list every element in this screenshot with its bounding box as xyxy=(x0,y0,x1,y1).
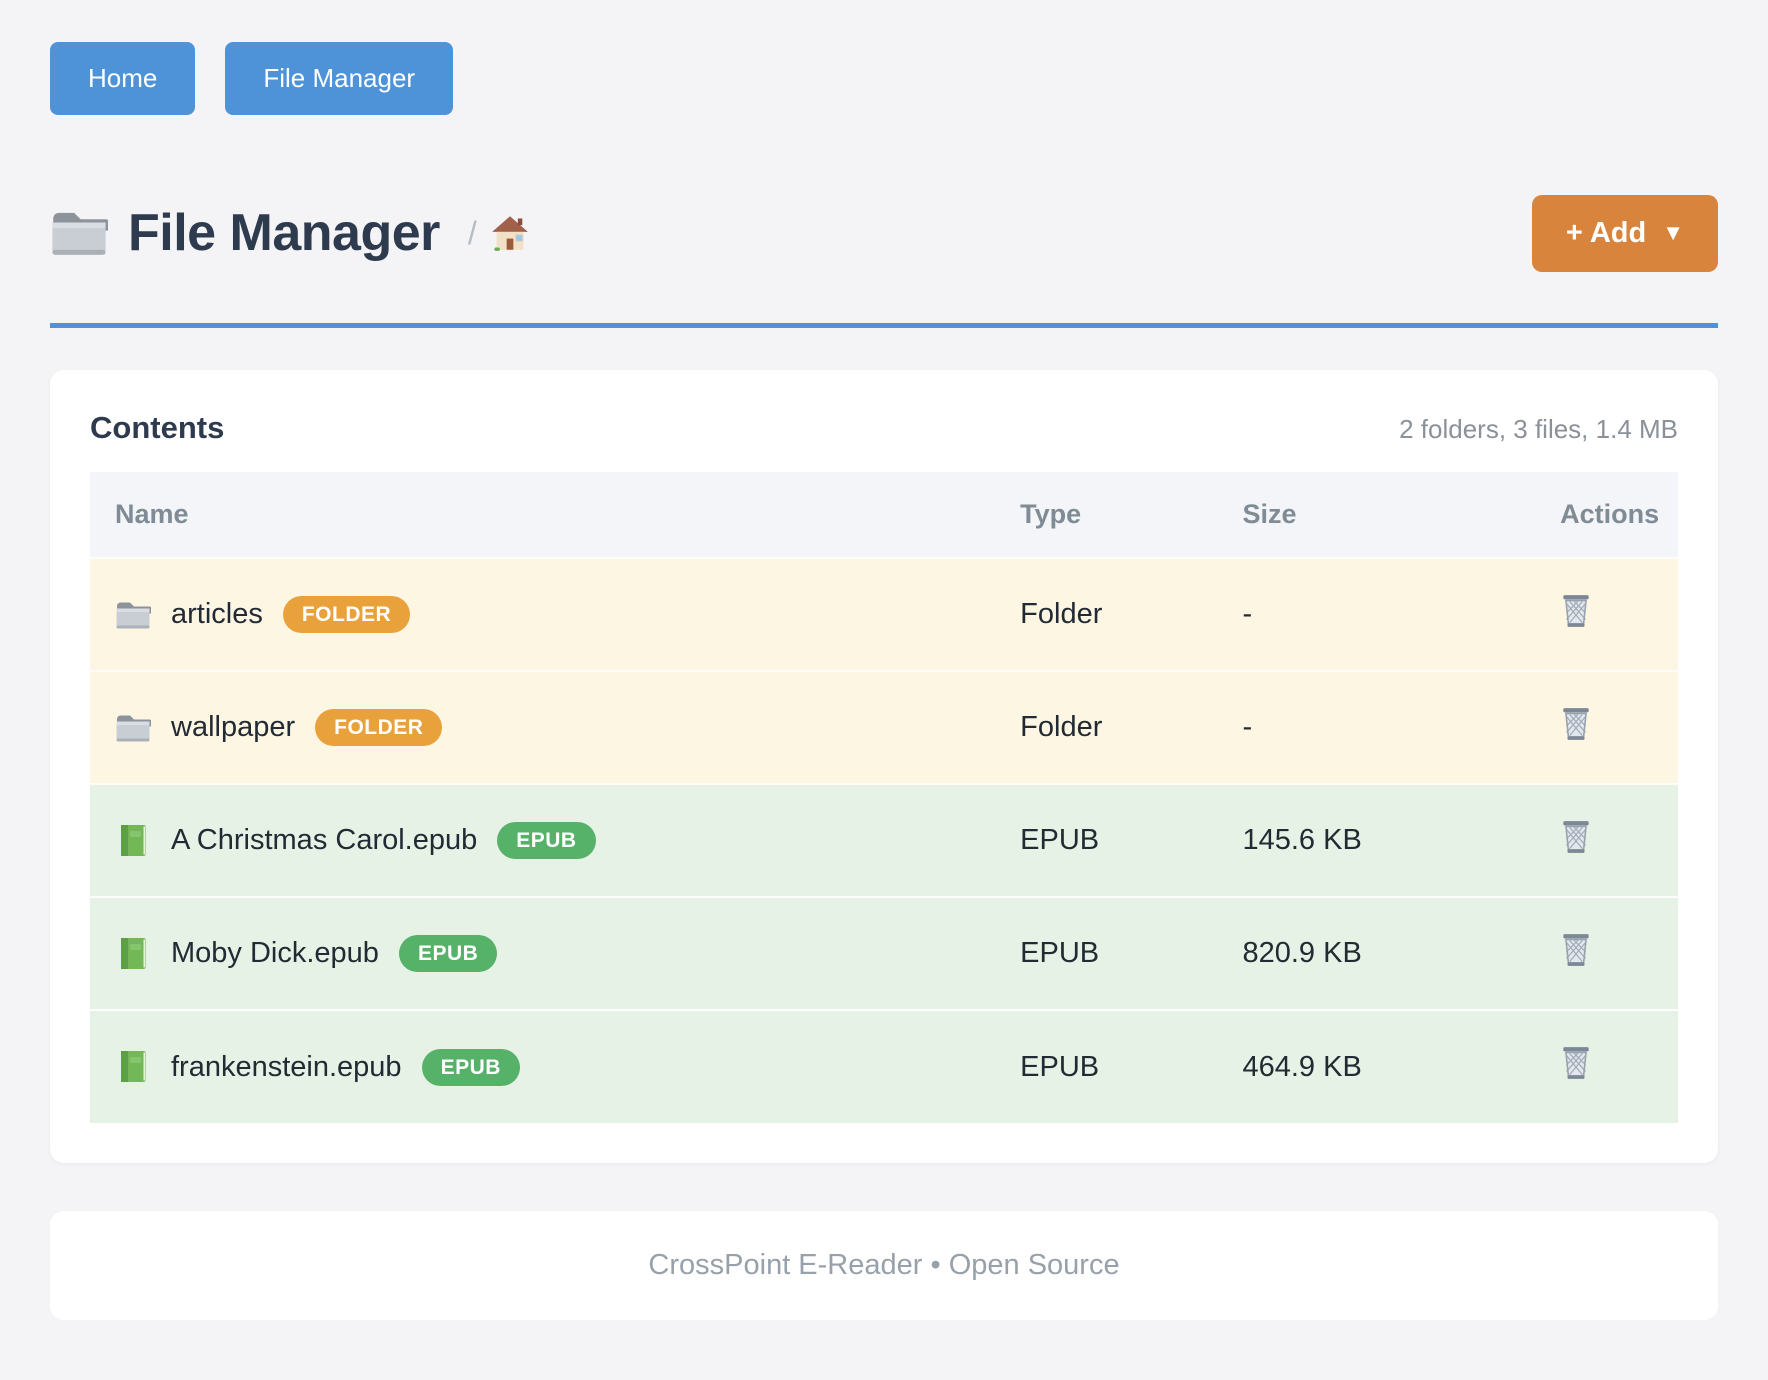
title-divider xyxy=(50,323,1718,328)
file-type: EPUB xyxy=(995,783,1218,897)
breadcrumb: / xyxy=(468,215,529,252)
chevron-down-icon: ▼ xyxy=(1662,220,1684,245)
contents-summary: 2 folders, 3 files, 1.4 MB xyxy=(1399,414,1678,444)
add-button[interactable]: + Add ▼ xyxy=(1531,194,1718,272)
folder-icon xyxy=(115,598,151,632)
type-badge: EPUB xyxy=(421,1048,520,1086)
file-name-link[interactable]: articles xyxy=(171,598,263,630)
file-name-link[interactable]: A Christmas Carol.epub xyxy=(171,824,478,856)
trash-icon xyxy=(1560,706,1592,742)
add-button-label: + Add xyxy=(1565,216,1647,249)
folder-icon xyxy=(115,711,151,745)
page-title: File Manager xyxy=(128,204,440,262)
delete-button[interactable] xyxy=(1560,932,1592,968)
column-header-name: Name xyxy=(90,472,996,558)
file-size: 145.6 KB xyxy=(1217,783,1536,897)
trash-icon xyxy=(1560,932,1592,968)
delete-button[interactable] xyxy=(1560,1045,1592,1081)
file-type: Folder xyxy=(995,670,1218,784)
file-type: EPUB xyxy=(995,896,1218,1010)
contents-card: Contents 2 folders, 3 files, 1.4 MB Name… xyxy=(50,370,1718,1163)
trash-icon xyxy=(1560,819,1592,855)
breadcrumb-separator: / xyxy=(467,214,477,251)
trash-icon xyxy=(1560,593,1592,629)
file-size: - xyxy=(1217,670,1536,784)
green-book-icon xyxy=(115,937,151,971)
column-header-type: Type xyxy=(995,472,1218,558)
contents-title: Contents xyxy=(90,410,225,445)
footer-text: CrossPoint E-Reader • Open Source xyxy=(648,1249,1120,1281)
delete-button[interactable] xyxy=(1560,593,1592,629)
top-nav: Home File Manager xyxy=(50,42,1718,115)
footer: CrossPoint E-Reader • Open Source xyxy=(50,1211,1718,1320)
green-book-icon xyxy=(115,824,151,858)
table-row: A Christmas Carol.epub EPUB EPUB 145.6 K… xyxy=(90,783,1678,897)
file-type: EPUB xyxy=(995,1009,1218,1123)
page: Home File Manager File Manager / + Add ▼… xyxy=(50,42,1718,1320)
house-icon[interactable] xyxy=(491,215,529,251)
green-book-icon xyxy=(115,1050,151,1084)
nav-home-button[interactable]: Home xyxy=(50,42,196,115)
delete-button[interactable] xyxy=(1560,706,1592,742)
page-header: File Manager / + Add ▼ xyxy=(50,187,1718,279)
file-type: Folder xyxy=(995,557,1218,671)
type-badge: EPUB xyxy=(398,935,498,972)
type-badge: FOLDER xyxy=(315,709,443,746)
table-header-row: Name Type Size Actions xyxy=(90,472,1678,558)
column-header-size: Size xyxy=(1217,472,1536,558)
contents-card-header: Contents 2 folders, 3 files, 1.4 MB xyxy=(90,410,1678,446)
type-badge: FOLDER xyxy=(282,596,411,633)
table-row: articles FOLDER Folder - xyxy=(90,557,1678,671)
file-table: Name Type Size Actions articles FOLDER xyxy=(90,472,1678,1123)
file-size: 464.9 KB xyxy=(1217,1009,1536,1123)
table-row: wallpaper FOLDER Folder - xyxy=(90,670,1678,784)
table-row: Moby Dick.epub EPUB EPUB 820.9 KB xyxy=(90,896,1678,1010)
delete-button[interactable] xyxy=(1560,819,1592,855)
trash-icon xyxy=(1560,1045,1592,1081)
column-header-actions: Actions xyxy=(1535,472,1678,558)
file-name-link[interactable]: frankenstein.epub xyxy=(171,1050,402,1083)
table-row: frankenstein.epub EPUB EPUB 464.9 KB xyxy=(90,1009,1678,1123)
file-size: 820.9 KB xyxy=(1217,896,1536,1010)
folder-icon xyxy=(50,208,108,258)
nav-file-manager-button[interactable]: File Manager xyxy=(225,42,454,115)
type-badge: EPUB xyxy=(497,822,596,859)
file-name-link[interactable]: wallpaper xyxy=(171,711,296,743)
file-name-link[interactable]: Moby Dick.epub xyxy=(171,937,379,969)
file-size: - xyxy=(1217,557,1536,671)
